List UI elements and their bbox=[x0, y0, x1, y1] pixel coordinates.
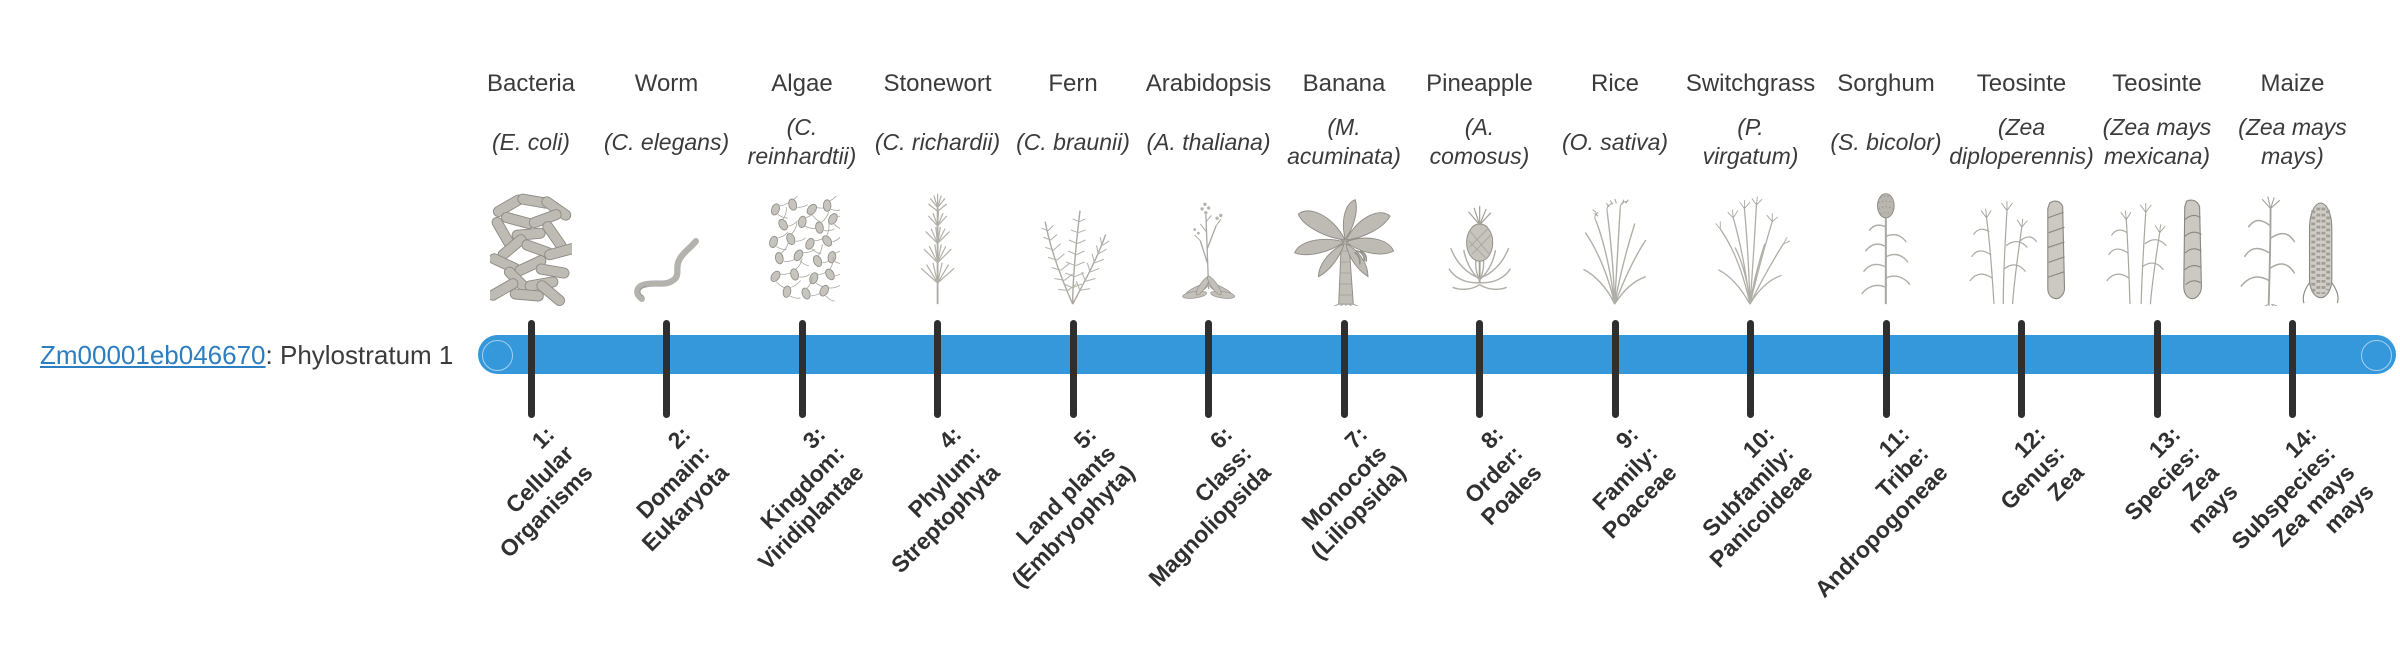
organism-illustration bbox=[1816, 176, 1956, 306]
organism-illustration bbox=[1681, 176, 1821, 306]
gene-stratum-label: Zm00001eb046670: Phylostratum 1 bbox=[40, 340, 453, 371]
organism-illustration bbox=[1410, 176, 1550, 306]
organism-name: Bacteria bbox=[486, 70, 576, 97]
organism-name: Worm bbox=[634, 70, 699, 97]
organism-scientific-name: (A. comosus) bbox=[1429, 114, 1530, 169]
organism-column: Banana (M. acuminata) bbox=[1274, 0, 1414, 430]
organism-column: Bacteria (E. coli) bbox=[461, 0, 601, 430]
bacteria-icon bbox=[489, 192, 573, 306]
organism-illustration bbox=[1139, 176, 1279, 306]
phylostratum-text: : Phylostratum 1 bbox=[265, 340, 454, 370]
organism-name: Switchgrass bbox=[1685, 70, 1816, 97]
timeline-tick bbox=[663, 320, 670, 418]
timeline-tick bbox=[2153, 320, 2161, 418]
timeline-tick bbox=[2289, 320, 2296, 418]
organism-column: Arabidopsis (A. thaliana) bbox=[1139, 0, 1279, 430]
timeline-tick bbox=[1747, 320, 1754, 418]
phylostratum-bar bbox=[478, 335, 2396, 374]
pineapple-icon bbox=[1448, 206, 1511, 291]
organism-column: Switchgrass (P. virgatum) bbox=[1681, 0, 1821, 430]
organism-illustration bbox=[1545, 176, 1685, 306]
stonewort-icon bbox=[920, 193, 955, 305]
organism-column: Pineapple (A. comosus) bbox=[1410, 0, 1550, 430]
timeline-tick bbox=[798, 320, 806, 418]
organism-illustration bbox=[868, 176, 1008, 306]
organism-name: Sorghum bbox=[1837, 70, 1935, 97]
timeline-tick bbox=[1069, 320, 1077, 418]
organism-illustration bbox=[1274, 176, 1414, 306]
organism-name: Stonewort bbox=[883, 70, 992, 97]
organism-scientific-name: (A. thaliana) bbox=[1146, 128, 1271, 155]
teosinte-mexicana-icon bbox=[2105, 199, 2202, 305]
organism-scientific-name: (C. elegans) bbox=[603, 128, 730, 155]
organism-illustration bbox=[2087, 176, 2227, 306]
organism-illustration bbox=[461, 176, 601, 306]
worm-icon bbox=[633, 238, 699, 302]
organism-name: Algae bbox=[771, 70, 833, 97]
timeline-tick bbox=[1882, 320, 1890, 418]
organism-column: Maize (Zea mays mays) bbox=[2223, 0, 2363, 430]
organism-scientific-name: (C. richardii) bbox=[874, 128, 1001, 155]
organism-name: Teosinte bbox=[2112, 70, 2202, 97]
organism-scientific-name: (C. braunii) bbox=[1016, 128, 1130, 155]
sorghum-icon bbox=[1861, 193, 1911, 305]
organism-column: Sorghum (S. bicolor) bbox=[1816, 0, 1956, 430]
timeline-tick bbox=[1476, 320, 1483, 418]
bar-left-cap-arc bbox=[482, 340, 513, 371]
organism-column: Teosinte (Zea diploperennis) bbox=[1949, 0, 2094, 430]
timeline-tick bbox=[934, 320, 941, 418]
organism-name: Fern bbox=[1048, 70, 1098, 97]
organism-name: Pineapple bbox=[1426, 70, 1533, 97]
organism-scientific-name: (Zea mays mexicana) bbox=[2102, 114, 2212, 169]
organism-scientific-name: (C. reinhardtii) bbox=[747, 114, 857, 169]
organism-column: Rice (O. sativa) bbox=[1545, 0, 1685, 430]
organism-column: Stonewort (C. richardii) bbox=[868, 0, 1008, 430]
gene-link[interactable]: Zm00001eb046670 bbox=[40, 340, 266, 370]
timeline-tick bbox=[1340, 320, 1348, 418]
banana-icon bbox=[1294, 199, 1395, 306]
timeline-tick bbox=[2018, 320, 2025, 418]
organism-name: Banana bbox=[1302, 70, 1386, 97]
organism-name: Rice bbox=[1590, 70, 1639, 97]
organism-scientific-name: (E. coli) bbox=[492, 128, 570, 155]
organism-name: Maize bbox=[2260, 70, 2325, 97]
organism-scientific-name: (Zea diploperennis) bbox=[1949, 114, 2094, 169]
organism-column: Worm (C. elegans) bbox=[597, 0, 737, 430]
timeline-tick bbox=[527, 320, 535, 418]
arabidopsis-icon bbox=[1182, 202, 1235, 299]
bar-right-cap-arc bbox=[2361, 340, 2392, 371]
organism-column: Fern (C. braunii) bbox=[1003, 0, 1143, 430]
organism-column: Algae (C. reinhardtii) bbox=[732, 0, 872, 430]
organism-illustration bbox=[732, 176, 872, 306]
timeline-tick bbox=[1611, 320, 1619, 418]
fern-icon bbox=[1041, 210, 1110, 305]
switchgrass-icon bbox=[1715, 196, 1790, 305]
timeline-tick bbox=[1205, 320, 1212, 418]
organism-name: Arabidopsis bbox=[1145, 70, 1272, 97]
organism-scientific-name: (O. sativa) bbox=[1561, 128, 1669, 155]
organism-scientific-name: (P. virgatum) bbox=[1702, 114, 1799, 169]
organism-illustration bbox=[597, 176, 737, 306]
algae-icon bbox=[767, 196, 841, 304]
organism-name: Teosinte bbox=[1976, 70, 2067, 97]
organism-column: Teosinte (Zea mays mexicana) bbox=[2087, 0, 2227, 430]
organism-illustration bbox=[1952, 176, 2092, 306]
teosinte-diploperennis-icon bbox=[1969, 200, 2066, 305]
organism-illustration bbox=[2223, 176, 2363, 306]
maize-icon bbox=[2240, 196, 2339, 306]
rice-icon bbox=[1583, 198, 1647, 305]
organism-scientific-name: (S. bicolor) bbox=[1830, 128, 1942, 155]
organism-scientific-name: (M. acuminata) bbox=[1287, 114, 1401, 169]
organism-illustration bbox=[1003, 176, 1143, 306]
organism-scientific-name: (Zea mays mays) bbox=[2238, 114, 2347, 169]
